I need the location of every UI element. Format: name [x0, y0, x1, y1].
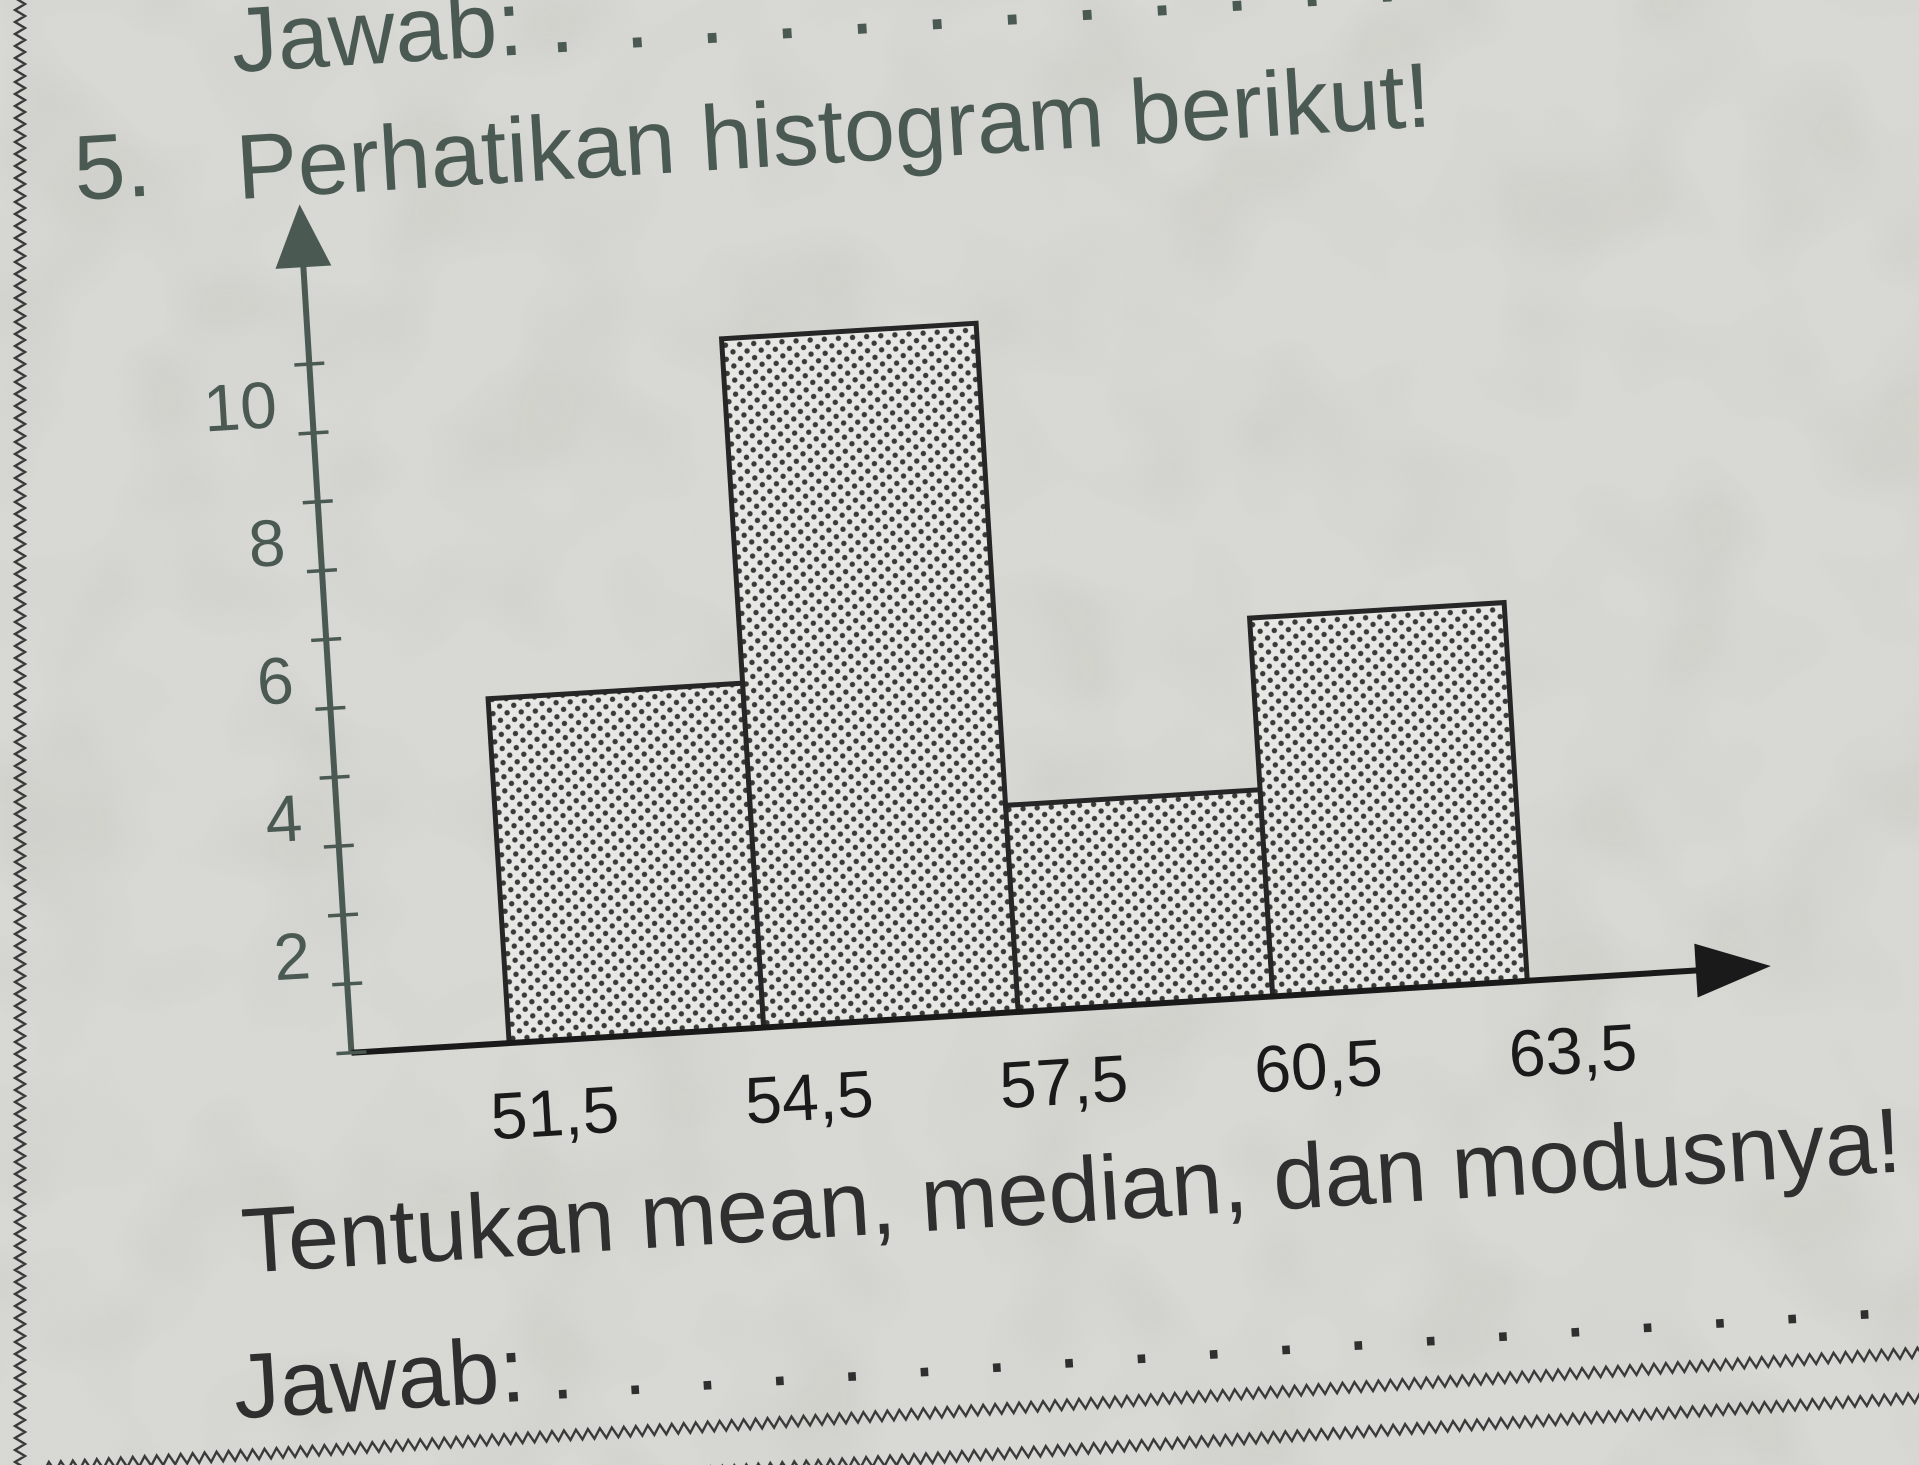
- svg-text:8: 8: [246, 505, 287, 581]
- svg-text:57,5: 57,5: [997, 1040, 1130, 1122]
- svg-text:54,5: 54,5: [743, 1056, 876, 1138]
- svg-text:60,5: 60,5: [1252, 1025, 1385, 1107]
- svg-text:6: 6: [255, 643, 296, 719]
- svg-text:2: 2: [271, 918, 312, 994]
- svg-text:10: 10: [201, 367, 279, 445]
- svg-text:63,5: 63,5: [1506, 1009, 1639, 1091]
- svg-text:4: 4: [263, 780, 304, 856]
- svg-text:51,5: 51,5: [488, 1072, 621, 1154]
